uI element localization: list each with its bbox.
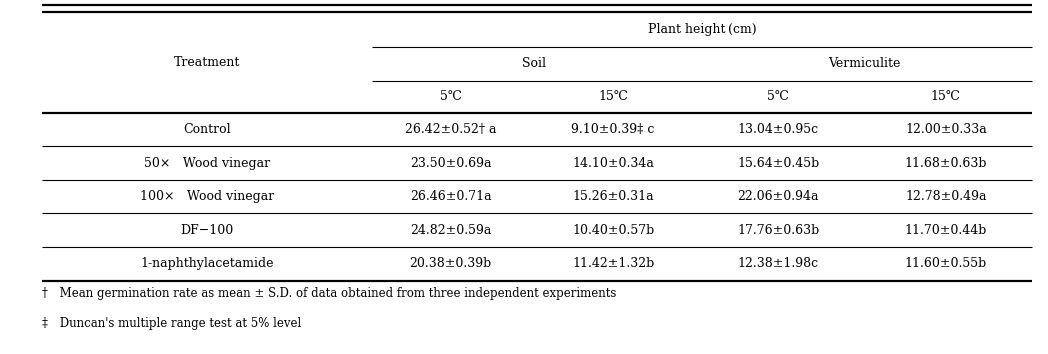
Text: 24.82±0.59a: 24.82±0.59a [410, 224, 492, 237]
Text: Treatment: Treatment [174, 56, 240, 69]
Text: 13.04±0.95c: 13.04±0.95c [738, 123, 818, 136]
Text: † Mean germination rate as mean ± S.D. of data obtained from three independent e: † Mean germination rate as mean ± S.D. o… [42, 287, 616, 299]
Text: 26.46±0.71a: 26.46±0.71a [410, 190, 492, 203]
Text: 11.60±0.55b: 11.60±0.55b [904, 257, 987, 270]
Text: 15.64±0.45b: 15.64±0.45b [737, 156, 820, 170]
Text: 14.10±0.34a: 14.10±0.34a [572, 156, 654, 170]
Text: 22.06±0.94a: 22.06±0.94a [738, 190, 818, 203]
Text: Vermiculite: Vermiculite [828, 57, 901, 70]
Text: 100× Wood vinegar: 100× Wood vinegar [139, 190, 275, 203]
Text: 12.78±0.49a: 12.78±0.49a [905, 190, 986, 203]
Text: 12.00±0.33a: 12.00±0.33a [904, 123, 987, 136]
Text: 15.26±0.31a: 15.26±0.31a [572, 190, 654, 203]
Text: 1-naphthylacetamide: 1-naphthylacetamide [140, 257, 274, 270]
Text: 12.38±1.98c: 12.38±1.98c [738, 257, 818, 270]
Text: Soil: Soil [523, 57, 546, 70]
Text: 50× Wood vinegar: 50× Wood vinegar [144, 156, 270, 170]
Text: 5℃: 5℃ [767, 90, 789, 103]
Text: 11.70±0.44b: 11.70±0.44b [904, 224, 987, 237]
Text: 5℃: 5℃ [440, 90, 461, 103]
Text: 10.40±0.57b: 10.40±0.57b [572, 224, 654, 237]
Text: Control: Control [183, 123, 231, 136]
Text: 15℃: 15℃ [931, 90, 961, 103]
Text: 17.76±0.63b: 17.76±0.63b [737, 224, 820, 237]
Text: 26.42±0.52† a: 26.42±0.52† a [405, 123, 497, 136]
Text: DF−100: DF−100 [180, 224, 234, 237]
Text: ‡ Duncan's multiple range test at 5% level: ‡ Duncan's multiple range test at 5% lev… [42, 317, 301, 330]
Text: 23.50±0.69a: 23.50±0.69a [410, 156, 492, 170]
Text: Plant height (cm): Plant height (cm) [648, 23, 757, 36]
Text: 9.10±0.39‡ c: 9.10±0.39‡ c [571, 123, 655, 136]
Text: 11.42±1.32b: 11.42±1.32b [572, 257, 654, 270]
Text: 11.68±0.63b: 11.68±0.63b [904, 156, 987, 170]
Text: 20.38±0.39b: 20.38±0.39b [410, 257, 492, 270]
Text: 15℃: 15℃ [598, 90, 628, 103]
